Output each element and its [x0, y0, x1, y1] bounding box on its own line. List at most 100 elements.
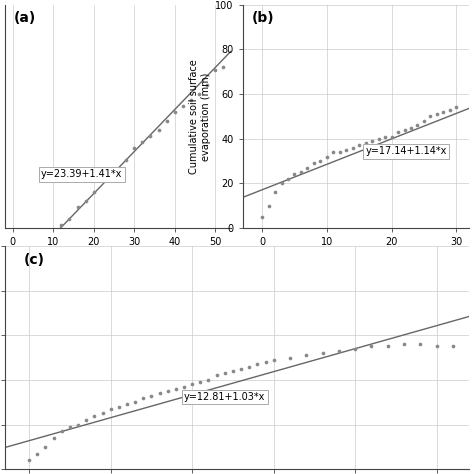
Point [17, 266, 25, 273]
X-axis label: Evaporation times (d): Evaporation times (d) [54, 251, 182, 261]
Point [98, 177, 106, 184]
Point [278, 180, 285, 187]
Point [286, 354, 294, 361]
Y-axis label: Cumulative soil surface
evaporation (mm): Cumulative soil surface evaporation (mm) [190, 59, 211, 174]
Point [265, 202, 273, 210]
Point [262, 358, 269, 366]
Point [179, 102, 187, 110]
Point [180, 383, 188, 391]
Point [115, 403, 123, 410]
Point [9, 275, 17, 283]
Point [172, 385, 180, 392]
Point [187, 96, 195, 104]
Point [139, 394, 147, 401]
Point [439, 108, 447, 116]
Point [25, 251, 33, 259]
Point [291, 171, 298, 178]
Point [270, 356, 277, 364]
Point [138, 138, 146, 146]
Point [74, 421, 82, 428]
Point [50, 434, 57, 442]
Point [90, 189, 98, 196]
Point [107, 405, 115, 413]
Text: (c): (c) [23, 253, 45, 267]
Point [368, 343, 375, 350]
Point [229, 367, 237, 375]
Point [237, 365, 245, 373]
Point [433, 343, 440, 350]
Point [297, 168, 305, 176]
Point [58, 428, 65, 435]
Point [221, 369, 228, 377]
Point [254, 361, 261, 368]
Point [82, 198, 90, 205]
Point [219, 64, 227, 71]
Text: (b): (b) [252, 11, 274, 26]
Point [381, 133, 389, 140]
Point [375, 135, 383, 143]
Point [433, 110, 441, 118]
Point [394, 128, 402, 136]
Point [400, 340, 408, 348]
Point [164, 387, 172, 395]
Point [203, 82, 211, 89]
Point [414, 121, 421, 129]
Point [147, 392, 155, 400]
Point [319, 349, 327, 357]
Point [427, 113, 434, 120]
Point [335, 347, 343, 355]
Point [317, 157, 324, 165]
Point [41, 230, 49, 238]
Point [122, 156, 130, 164]
Point [155, 126, 162, 134]
Point [213, 372, 220, 379]
Point [336, 148, 344, 156]
Point [401, 126, 408, 134]
Point [211, 66, 219, 74]
Point [33, 236, 41, 244]
Point [351, 345, 359, 353]
Point [246, 363, 253, 370]
Point [420, 117, 428, 125]
Point [417, 340, 424, 348]
Point [384, 343, 392, 350]
Point [163, 117, 170, 125]
Point [131, 399, 139, 406]
Point [304, 164, 311, 172]
Point [356, 142, 363, 149]
Text: y=23.39+1.41*x: y=23.39+1.41*x [41, 169, 123, 180]
Point [171, 108, 179, 116]
Text: (a): (a) [14, 11, 36, 26]
Point [91, 412, 98, 419]
Point [329, 148, 337, 156]
Point [82, 416, 90, 424]
Point [453, 104, 460, 111]
Text: y=17.14+1.14*x: y=17.14+1.14*x [365, 146, 447, 156]
Point [195, 90, 203, 98]
Point [130, 144, 138, 152]
Point [302, 352, 310, 359]
Point [66, 215, 73, 223]
Point [407, 124, 415, 131]
Point [258, 213, 266, 221]
Point [66, 423, 74, 430]
Text: y=12.81+1.03*x: y=12.81+1.03*x [184, 392, 265, 402]
Point [362, 139, 369, 147]
Point [388, 133, 395, 140]
Point [123, 401, 131, 408]
Point [49, 230, 57, 238]
Point [284, 175, 292, 183]
Point [26, 456, 33, 464]
Point [74, 203, 82, 211]
Point [271, 189, 279, 196]
Point [205, 376, 212, 384]
Point [368, 137, 376, 145]
Point [188, 381, 196, 388]
Point [156, 390, 164, 397]
Point [146, 132, 154, 139]
Point [449, 343, 457, 350]
Point [42, 443, 49, 451]
Point [34, 450, 41, 457]
Point [197, 378, 204, 386]
Point [99, 410, 106, 417]
